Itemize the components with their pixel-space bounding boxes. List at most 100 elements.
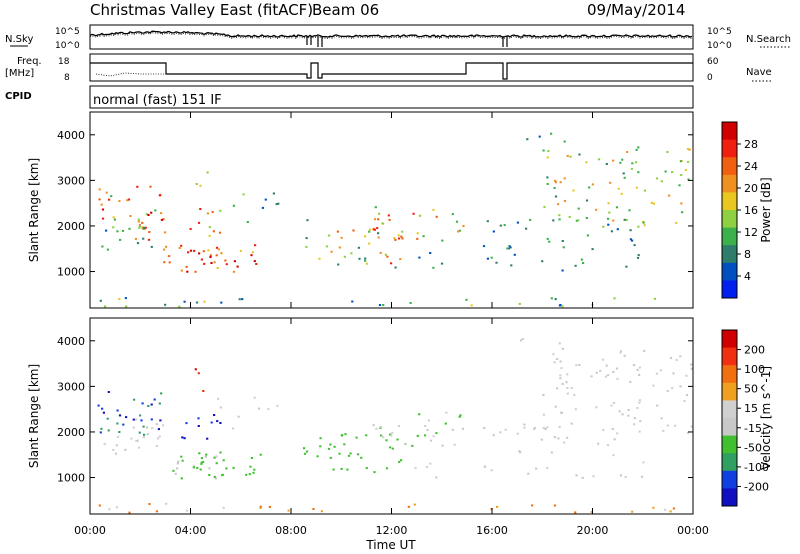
echo-cell xyxy=(440,262,444,265)
echo-cell xyxy=(606,444,610,447)
x-tick-label: 04:00 xyxy=(175,524,207,537)
power-colorbar-tick-label: 24 xyxy=(744,160,758,173)
echo-cell xyxy=(400,459,403,462)
echo-cell xyxy=(346,468,349,471)
x-axis: 00:00 04:00 08:00 12:00 16:00 20:00 00:00 xyxy=(74,112,709,537)
echo-cell xyxy=(687,178,690,181)
echo-cell xyxy=(158,194,161,197)
echo-cell xyxy=(219,406,222,409)
echo-cell xyxy=(374,206,377,209)
echo-cell xyxy=(219,422,222,424)
echo-cell xyxy=(394,238,397,241)
echo-cell xyxy=(110,195,113,198)
echo-cell xyxy=(499,224,502,227)
station-title: Christmas Valley East (fitACF) xyxy=(90,1,313,19)
echo-cell xyxy=(105,229,108,232)
echo-cell xyxy=(127,198,131,201)
echo-cell xyxy=(526,138,529,141)
echo-cell xyxy=(287,509,290,512)
echo-cell xyxy=(165,245,168,248)
echo-cell xyxy=(635,148,638,151)
echo-cell xyxy=(669,510,672,513)
echo-cell xyxy=(538,135,541,138)
echo-cell xyxy=(213,261,216,264)
echo-cell xyxy=(680,202,683,205)
echo-cell xyxy=(351,300,354,303)
echo-cell xyxy=(585,217,588,219)
echo-cell xyxy=(602,225,605,228)
echo-cell xyxy=(380,434,383,437)
echo-cell xyxy=(236,265,239,268)
echo-cell xyxy=(154,209,157,212)
echo-cell xyxy=(200,258,203,261)
echo-cell xyxy=(400,235,403,238)
echo-cell xyxy=(330,250,333,253)
echo-cell xyxy=(121,229,125,232)
echo-cell xyxy=(208,467,211,470)
echo-cell xyxy=(627,409,630,411)
echo-cell xyxy=(142,227,145,230)
echo-cell xyxy=(546,467,549,470)
echo-cell xyxy=(180,477,183,480)
echo-cell xyxy=(385,439,388,442)
echo-cell xyxy=(607,374,610,376)
echo-cell xyxy=(590,511,593,513)
echo-cell xyxy=(148,231,151,233)
echo-cell xyxy=(249,465,252,468)
echo-cell xyxy=(138,431,141,434)
echo-cell xyxy=(429,462,432,465)
echo-cell xyxy=(145,213,148,216)
echo-cell xyxy=(550,297,553,300)
echo-cell xyxy=(319,445,322,448)
echo-cell xyxy=(597,158,601,161)
echo-cell xyxy=(499,431,502,434)
echo-cell xyxy=(389,433,392,436)
echo-cell xyxy=(151,427,154,430)
echo-cell xyxy=(332,468,335,471)
echo-cell xyxy=(618,410,621,413)
echo-cell xyxy=(684,169,687,171)
power-colorbar-tick-label: 20 xyxy=(744,182,758,195)
echo-cell xyxy=(384,253,387,256)
echo-cell xyxy=(518,450,521,453)
echo-cell xyxy=(200,462,203,465)
echo-cell xyxy=(563,177,566,180)
echo-cell xyxy=(259,507,262,509)
echo-cell xyxy=(432,266,435,269)
echo-cell xyxy=(198,452,201,455)
echo-cell xyxy=(662,429,665,432)
velocity-data-marks xyxy=(97,338,693,514)
nsearch-series xyxy=(89,32,693,40)
echo-cell xyxy=(429,439,433,442)
echo-cell xyxy=(147,405,150,407)
echo-cell xyxy=(685,374,688,377)
echo-cell xyxy=(232,204,235,207)
echo-cell xyxy=(557,437,560,440)
echo-cell xyxy=(535,467,538,470)
echo-cell xyxy=(655,372,658,375)
echo-cell xyxy=(222,459,225,462)
echo-cell xyxy=(624,476,627,478)
echo-cell xyxy=(318,257,321,260)
echo-cell xyxy=(459,414,462,417)
echo-cell xyxy=(142,237,145,240)
echo-cell xyxy=(390,262,393,265)
echo-cell xyxy=(207,249,210,252)
echo-cell xyxy=(492,434,495,437)
echo-cell xyxy=(202,250,205,253)
echo-cell xyxy=(137,220,140,223)
echo-cell xyxy=(208,474,211,476)
echo-cell xyxy=(101,407,104,410)
echo-cell xyxy=(523,426,526,429)
echo-cell xyxy=(486,257,489,260)
echo-cell xyxy=(185,509,188,512)
echo-cell xyxy=(150,418,153,421)
echo-cell xyxy=(373,228,376,231)
echo-cell xyxy=(194,368,197,371)
echo-cell xyxy=(128,511,131,514)
echo-cell xyxy=(683,400,686,402)
echo-cell xyxy=(225,467,228,470)
echo-cell xyxy=(621,158,624,161)
power-colorbar-swatch xyxy=(722,280,737,299)
echo-cell xyxy=(679,160,682,163)
